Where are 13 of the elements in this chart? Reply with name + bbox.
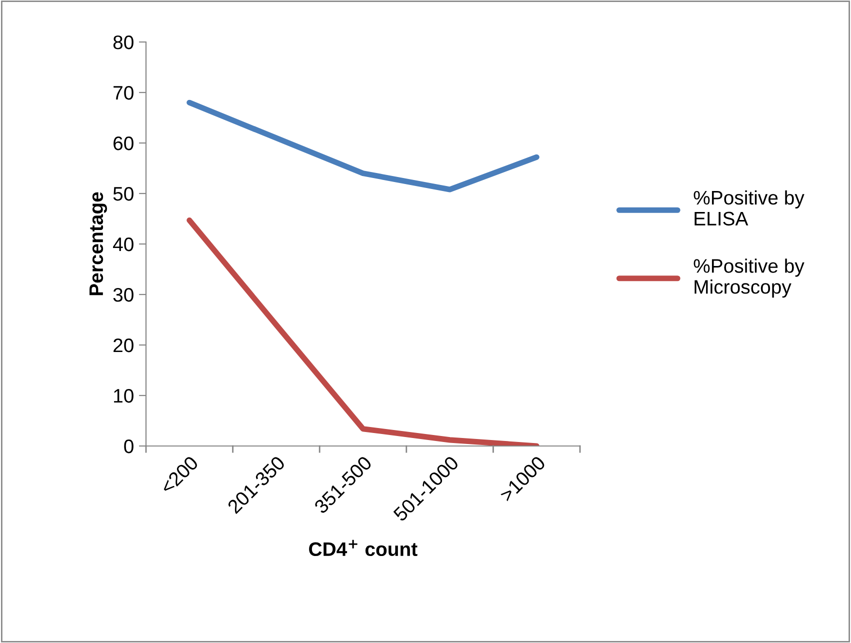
y-tick-label: 20 <box>114 338 134 352</box>
y-tick-label: 70 <box>114 86 134 100</box>
y-tick-label: 80 <box>113 35 134 50</box>
y-tick-label: 0 <box>124 439 134 454</box>
y-tick-label: 30 <box>113 288 134 302</box>
x-axis-title: CD4$^{+}$ count <box>309 540 418 556</box>
y-tick-label: 50 <box>113 186 134 201</box>
legend-label: %Positive by Microscopy <box>694 258 804 298</box>
legend-label: %Positive by ELISA <box>694 190 804 226</box>
y-tick-label: 40 <box>113 237 134 252</box>
y-tick-label: 10 <box>114 388 134 403</box>
y-tick-label: 60 <box>114 136 134 150</box>
y-axis-title: Percentage <box>90 192 108 296</box>
